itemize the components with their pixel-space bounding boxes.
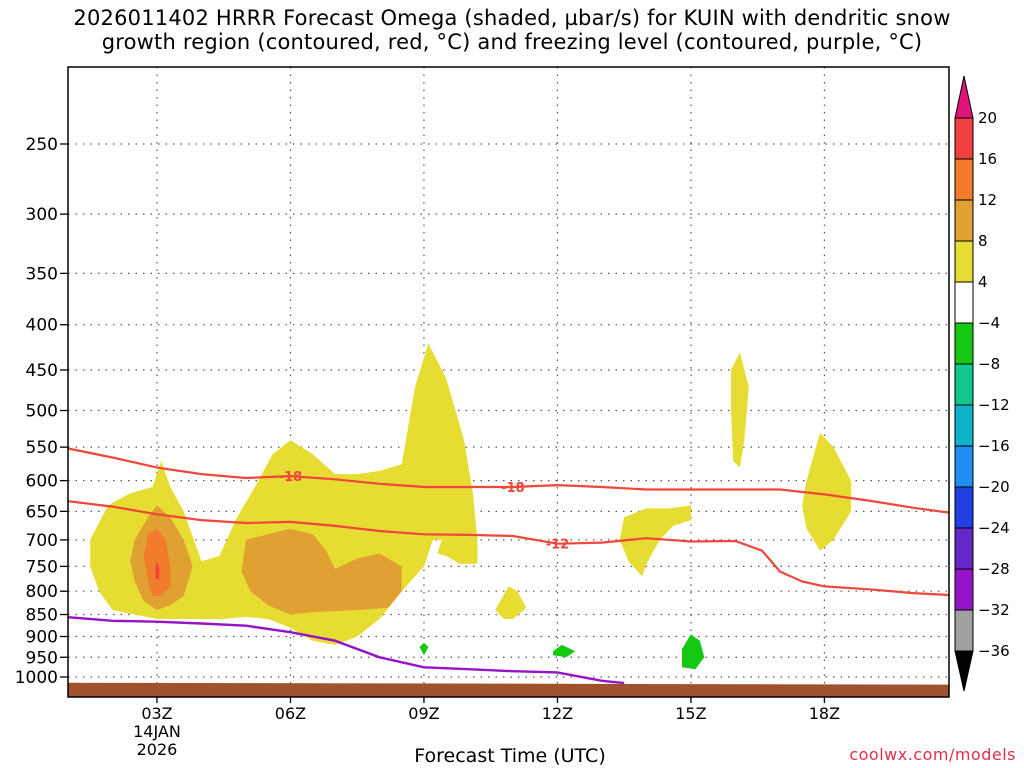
x-axis-label: Forecast Time (UTC) <box>414 745 606 767</box>
colorbar-swatch <box>954 445 974 488</box>
colorbar-label: 8 <box>978 232 988 250</box>
x-tick-label: 09Z <box>408 704 439 723</box>
x-tick-label: 15Z <box>675 704 706 723</box>
colorbar-label: −8 <box>978 355 1000 373</box>
dgz-contour--12-2 <box>68 500 949 597</box>
y-tick-label: 400 <box>26 316 58 336</box>
colorbar-swatch <box>954 281 974 324</box>
colorbar-swatch <box>954 609 974 652</box>
site-credit: coolwx.com/models <box>849 745 1016 764</box>
x-tick-label: 06Z <box>275 704 306 723</box>
colorbar-bottom-arrow <box>954 650 974 692</box>
colorbar-top-arrow <box>954 75 974 119</box>
omega-region-4-8-5 <box>495 586 527 619</box>
ground-fill <box>68 682 949 697</box>
contour-labels: -18 -18 -12 <box>279 470 570 553</box>
colorbar-swatch <box>954 117 974 160</box>
chart-title-line1: 2026011402 HRRR Forecast Omega (shaded, … <box>73 6 951 30</box>
colorbar-swatch <box>954 404 974 447</box>
colorbar-label: −28 <box>978 560 1010 578</box>
y-tick-label: 750 <box>26 557 58 577</box>
freezing-level-contour <box>68 616 625 685</box>
colorbar-swatch <box>954 158 974 201</box>
y-tick-label: 850 <box>26 606 58 626</box>
y-tick-label: 950 <box>26 648 58 668</box>
colorbar-swatch <box>954 363 974 406</box>
contour-lines <box>68 447 949 685</box>
colorbar-swatch <box>954 568 974 611</box>
y-axis: 2503003504004505005506006507007508008509… <box>15 135 68 688</box>
colorbar-label: 16 <box>978 150 997 168</box>
x-tick-label: 18Z <box>809 704 840 723</box>
colorbar-label: −32 <box>978 601 1010 619</box>
colorbar-label: −16 <box>978 437 1010 455</box>
y-tick-label: 700 <box>26 531 58 551</box>
y-tick-label: 550 <box>26 438 58 458</box>
colorbar-label: 20 <box>978 109 997 127</box>
y-tick-label: 450 <box>26 361 58 381</box>
x-tick-label: 12Z <box>542 704 573 723</box>
chart-title: 2026011402 HRRR Forecast Omega (shaded, … <box>0 6 1024 54</box>
colorbar-label: −4 <box>978 314 1000 332</box>
colorbar-swatch <box>954 486 974 529</box>
x-tick-year: 2026 <box>137 740 178 759</box>
omega-region-16-20-4 <box>155 561 160 579</box>
colorbar-swatch <box>954 199 974 242</box>
colorbar-label: −24 <box>978 519 1010 537</box>
omega-shading <box>90 343 852 670</box>
omega-region-8-12-2 <box>241 528 402 615</box>
y-tick-label: 250 <box>26 135 58 155</box>
y-tick-label: 350 <box>26 264 58 284</box>
y-tick-label: 600 <box>26 472 58 492</box>
colorbar-label: −12 <box>978 396 1010 414</box>
chart-title-line2: growth region (contoured, red, °C) and f… <box>101 30 923 54</box>
colorbar-label: −36 <box>978 642 1010 660</box>
y-tick-label: 1000 <box>15 668 58 688</box>
colorbar-swatch <box>954 322 974 365</box>
omega-region-4-8-8 <box>802 432 852 551</box>
colorbar-label: −20 <box>978 478 1010 496</box>
dgz-contour-label: -18 <box>279 470 303 485</box>
omega-region-4-8-7 <box>731 352 749 468</box>
y-tick-label: 900 <box>26 627 58 647</box>
ground-layer <box>68 682 949 697</box>
omega-region--4--8-10 <box>553 644 576 658</box>
colorbar: 20 16 12 8 4 −4 −8 −12 −16 −20 −24 −28 −32 −36 <box>954 75 1010 692</box>
colorbar-swatch <box>954 527 974 570</box>
dgz-contour--18-0 <box>68 447 949 514</box>
dgz-contour-label: -12 <box>546 538 570 553</box>
colorbar-swatch <box>954 240 974 283</box>
omega-region--4--8-9 <box>419 642 429 656</box>
y-tick-label: 650 <box>26 502 58 522</box>
y-tick-label: 300 <box>26 205 58 225</box>
plot-frame <box>67 66 950 698</box>
y-tick-label: 500 <box>26 402 58 422</box>
x-tick-label: 03Z <box>141 704 172 723</box>
y-tick-label: 800 <box>26 582 58 602</box>
omega-region--4--8-11 <box>682 634 705 670</box>
dgz-contour-label: -18 <box>501 481 525 496</box>
omega-region-4-8-6 <box>619 505 691 577</box>
x-tick-date: 14JAN <box>133 722 181 741</box>
colorbar-label: 12 <box>978 191 997 209</box>
colorbar-label: 4 <box>978 273 988 291</box>
